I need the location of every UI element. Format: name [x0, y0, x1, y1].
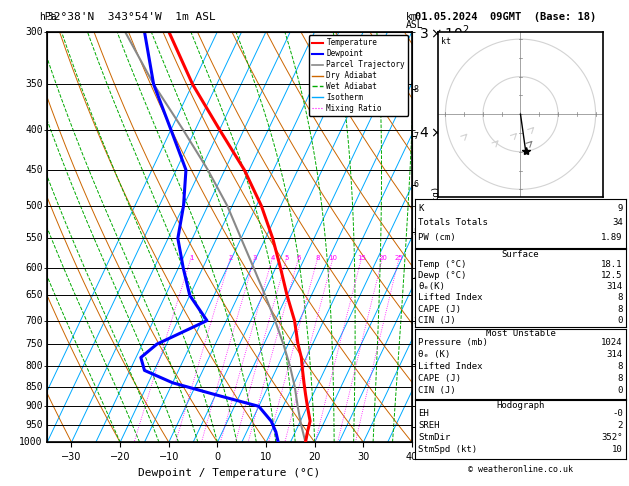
Text: 3: 3: [414, 316, 419, 326]
Text: 1000: 1000: [19, 437, 43, 447]
Text: kt: kt: [441, 36, 451, 46]
Text: 8: 8: [617, 362, 623, 371]
Text: 2: 2: [414, 360, 419, 368]
Text: θₑ (K): θₑ (K): [418, 350, 450, 359]
Text: 1: 1: [189, 255, 193, 260]
Text: 700: 700: [25, 315, 43, 326]
Text: 6: 6: [414, 180, 419, 189]
Text: Lifted Index: Lifted Index: [418, 294, 483, 302]
Text: CAPE (J): CAPE (J): [418, 305, 461, 313]
Text: 10: 10: [328, 255, 338, 260]
Text: StmDir: StmDir: [418, 433, 450, 442]
Text: 8: 8: [617, 294, 623, 302]
Text: 12.5: 12.5: [601, 271, 623, 280]
Text: 500: 500: [25, 201, 43, 211]
Legend: Temperature, Dewpoint, Parcel Trajectory, Dry Adiabat, Wet Adiabat, Isotherm, Mi: Temperature, Dewpoint, Parcel Trajectory…: [309, 35, 408, 116]
Text: km: km: [406, 12, 418, 22]
Text: CIN (J): CIN (J): [418, 316, 456, 325]
Text: 5: 5: [414, 227, 419, 237]
Text: 8: 8: [617, 374, 623, 383]
Text: θₑ(K): θₑ(K): [418, 282, 445, 291]
Text: 1024: 1024: [601, 338, 623, 347]
Text: 900: 900: [25, 401, 43, 411]
Text: 300: 300: [25, 27, 43, 36]
Text: 01.05.2024  09GMT  (Base: 18): 01.05.2024 09GMT (Base: 18): [415, 12, 596, 22]
Text: ASL: ASL: [406, 20, 423, 30]
Text: 400: 400: [25, 125, 43, 135]
Text: 4: 4: [270, 255, 275, 260]
Text: 0: 0: [617, 316, 623, 325]
Text: CIN (J): CIN (J): [418, 386, 456, 395]
Text: 8: 8: [414, 85, 419, 93]
Text: Dewp (°C): Dewp (°C): [418, 271, 467, 280]
Text: 8: 8: [316, 255, 320, 260]
Text: 8: 8: [617, 305, 623, 313]
Text: 20: 20: [378, 255, 387, 260]
Text: Lifted Index: Lifted Index: [418, 362, 483, 371]
Text: 18.1: 18.1: [601, 260, 623, 269]
Text: hPa: hPa: [39, 12, 57, 22]
Text: Mixing Ratio (g/kg): Mixing Ratio (g/kg): [432, 186, 441, 288]
Text: PW (cm): PW (cm): [418, 233, 456, 242]
Text: Surface: Surface: [502, 250, 539, 259]
Text: 950: 950: [25, 420, 43, 430]
Text: 2: 2: [617, 421, 623, 430]
Text: 800: 800: [25, 361, 43, 371]
Text: Most Unstable: Most Unstable: [486, 329, 555, 338]
Text: 15: 15: [357, 255, 366, 260]
Text: LCL: LCL: [414, 422, 429, 431]
Text: K: K: [418, 204, 424, 212]
Text: 32°38'N  343°54'W  1m ASL: 32°38'N 343°54'W 1m ASL: [47, 12, 216, 22]
Text: 600: 600: [25, 263, 43, 273]
Text: 10: 10: [612, 445, 623, 453]
X-axis label: Dewpoint / Temperature (°C): Dewpoint / Temperature (°C): [138, 468, 321, 478]
Text: 1.89: 1.89: [601, 233, 623, 242]
Text: StmSpd (kt): StmSpd (kt): [418, 445, 477, 453]
Text: © weatheronline.co.uk: © weatheronline.co.uk: [468, 465, 573, 474]
Text: CAPE (J): CAPE (J): [418, 374, 461, 383]
Text: EH: EH: [418, 409, 429, 418]
Text: Pressure (mb): Pressure (mb): [418, 338, 488, 347]
Text: 2: 2: [228, 255, 233, 260]
Text: 5: 5: [284, 255, 289, 260]
Text: 6: 6: [296, 255, 301, 260]
Text: 3: 3: [252, 255, 257, 260]
Text: 850: 850: [25, 382, 43, 392]
Text: -0: -0: [612, 409, 623, 418]
Text: 650: 650: [25, 290, 43, 300]
Text: 34: 34: [612, 218, 623, 227]
Text: 350: 350: [25, 79, 43, 89]
Text: Totals Totals: Totals Totals: [418, 218, 488, 227]
Text: Temp (°C): Temp (°C): [418, 260, 467, 269]
Text: 352°: 352°: [601, 433, 623, 442]
Text: Hodograph: Hodograph: [496, 400, 545, 410]
Text: 450: 450: [25, 165, 43, 175]
Text: 314: 314: [606, 350, 623, 359]
Text: SREH: SREH: [418, 421, 440, 430]
Text: 314: 314: [606, 282, 623, 291]
Text: 550: 550: [25, 233, 43, 243]
Text: 25: 25: [395, 255, 404, 260]
Text: 750: 750: [25, 339, 43, 349]
Text: 4: 4: [414, 273, 419, 282]
Text: 1: 1: [414, 401, 419, 410]
Text: 7: 7: [414, 132, 419, 141]
Text: 9: 9: [617, 204, 623, 212]
Text: 0: 0: [617, 386, 623, 395]
